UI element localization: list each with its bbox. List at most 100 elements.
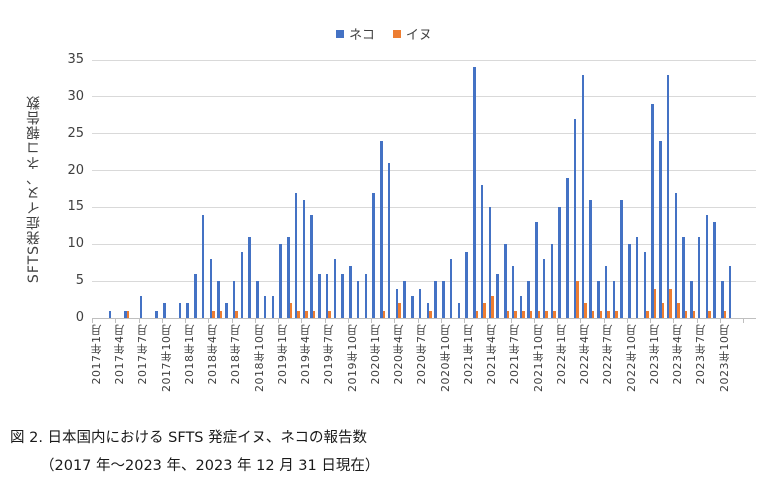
bar-neko-2019年11月 — [356, 281, 360, 318]
bar-inu-2021年7月 — [514, 311, 517, 318]
x-axis-label-2019年1月: 2019年1月 — [275, 324, 289, 385]
bar-neko-2021年7月 — [511, 266, 515, 318]
bar-neko-2023年6月 — [690, 281, 693, 318]
x-axis-tick — [487, 319, 489, 323]
x-axis-tick — [464, 319, 465, 323]
x-axis-tick — [254, 319, 256, 323]
neko-series-swatch — [336, 29, 345, 38]
x-axis-tick — [533, 319, 535, 323]
y-axis-label-5: 5 — [75, 273, 84, 289]
bar-inu-2022年12月 — [646, 311, 649, 318]
x-axis-label-2017年7月: 2017年7月 — [136, 324, 150, 385]
gridline-25 — [92, 133, 756, 135]
gridline-10 — [92, 243, 756, 245]
x-axis-label-2023年10月: 2023年10月 — [717, 324, 731, 392]
x-axis-tick — [603, 319, 605, 323]
bar-neko-2020年2月 — [380, 141, 383, 318]
bar-neko-2017年3月 — [108, 311, 112, 318]
bar-inu-2021年8月 — [522, 311, 525, 318]
x-axis-tick — [510, 319, 512, 323]
bar-neko-2018年1月 — [186, 303, 189, 318]
x-axis-tick — [394, 319, 396, 323]
x-axis-tick — [231, 319, 233, 323]
x-axis-label-2019年10月: 2019年10月 — [345, 324, 359, 392]
bar-neko-2020年5月 — [403, 281, 406, 318]
x-axis-tick — [719, 319, 721, 323]
bar-neko-2019年5月 — [310, 215, 313, 318]
x-axis-label-2021年4月: 2021年4月 — [485, 324, 499, 385]
bar-inu-2018年7月 — [235, 311, 238, 318]
x-axis-label-2018年7月: 2018年7月 — [229, 324, 243, 385]
bar-inu-2022年5月 — [591, 311, 595, 318]
legend-label-neko: ネコ — [349, 28, 375, 43]
bar-inu-2017年5月 — [126, 311, 130, 318]
y-axis-label-0: 0 — [75, 310, 84, 325]
bar-inu-2019年3月 — [297, 311, 300, 318]
bar-inu-2021年11月 — [545, 311, 548, 318]
x-axis-label-2021年7月: 2021年7月 — [508, 324, 522, 385]
x-axis-label-2019年7月: 2019年7月 — [322, 324, 336, 385]
bar-neko-2023年9月 — [713, 222, 716, 318]
x-axis-tick — [696, 319, 698, 323]
bar-inu-2021年4月 — [491, 296, 494, 318]
x-axis-label-2022年1月: 2022年1月 — [554, 324, 568, 385]
bar-neko-2021年5月 — [496, 274, 499, 318]
bar-neko-2019年4月 — [302, 200, 306, 318]
bar-inu-2021年9月 — [529, 311, 533, 318]
bar-neko-2021年9月 — [527, 281, 530, 318]
bar-neko-2023年2月 — [659, 141, 662, 318]
x-axis-label-2022年10月: 2022年10月 — [624, 324, 638, 392]
bar-inu-2019年2月 — [289, 303, 293, 318]
bar-neko-2018年10月 — [256, 281, 259, 318]
x-axis-label-2023年1月: 2023年1月 — [647, 324, 661, 385]
bar-neko-2021年4月 — [488, 207, 492, 318]
bar-inu-2022年8月 — [615, 311, 618, 318]
caption-line-1: 図 2. 日本国内における SFTS 発症イヌ、ネコの報告数 — [10, 430, 368, 446]
x-axis-label-2020年7月: 2020年7月 — [415, 324, 429, 385]
x-axis-tick — [115, 319, 117, 323]
bar-neko-2021年8月 — [519, 296, 523, 318]
bar-neko-2022年3月 — [573, 119, 577, 318]
gridline-15 — [92, 206, 756, 208]
bar-inu-2020年2月 — [382, 311, 386, 318]
bar-neko-2017年12月 — [178, 303, 182, 318]
bar-neko-2022年5月 — [589, 200, 592, 318]
bar-neko-2020年10月 — [442, 281, 445, 318]
bar-neko-2018年3月 — [201, 215, 205, 318]
x-axis-label-2022年7月: 2022年7月 — [601, 324, 615, 385]
bar-inu-2019年7月 — [328, 311, 331, 318]
bar-inu-2023年2月 — [661, 303, 665, 318]
bar-inu-2020年8月 — [429, 311, 432, 318]
bar-neko-2019年3月 — [294, 193, 298, 318]
bar-neko-2022年8月 — [612, 281, 616, 318]
bar-neko-2018年5月 — [217, 281, 220, 318]
bar-neko-2023年3月 — [666, 75, 670, 318]
x-axis-label-2021年1月: 2021年1月 — [461, 324, 475, 385]
bar-neko-2022年9月 — [620, 200, 623, 318]
bar-neko-2021年6月 — [504, 244, 507, 318]
bar-neko-2018年7月 — [232, 281, 236, 318]
x-axis-tick — [417, 319, 419, 323]
bar-neko-2022年12月 — [643, 252, 647, 318]
bar-inu-2021年10月 — [537, 311, 541, 318]
bar-neko-2020年6月 — [411, 296, 414, 318]
bar-inu-2023年6月 — [692, 311, 696, 318]
bar-neko-2019年6月 — [318, 274, 321, 318]
bar-neko-2021年10月 — [535, 222, 538, 318]
bar-neko-2018年8月 — [240, 252, 244, 318]
bar-neko-2023年4月 — [674, 193, 678, 318]
legend-item-inu: イヌ — [392, 24, 432, 43]
bar-neko-2023年8月 — [705, 215, 709, 318]
x-axis-tick — [650, 319, 651, 323]
bar-neko-2021年1月 — [465, 252, 468, 318]
y-axis-label-35: 35 — [67, 52, 84, 67]
inu-series-swatch — [392, 29, 401, 38]
bar-inu-2019年5月 — [312, 311, 316, 318]
bar-neko-2017年5月 — [124, 311, 127, 318]
x-axis-tick — [278, 319, 279, 323]
y-axis-label-20: 20 — [67, 162, 84, 178]
bar-neko-2020年11月 — [449, 259, 453, 318]
gridline-30 — [92, 96, 756, 98]
x-axis-tick — [673, 319, 675, 323]
